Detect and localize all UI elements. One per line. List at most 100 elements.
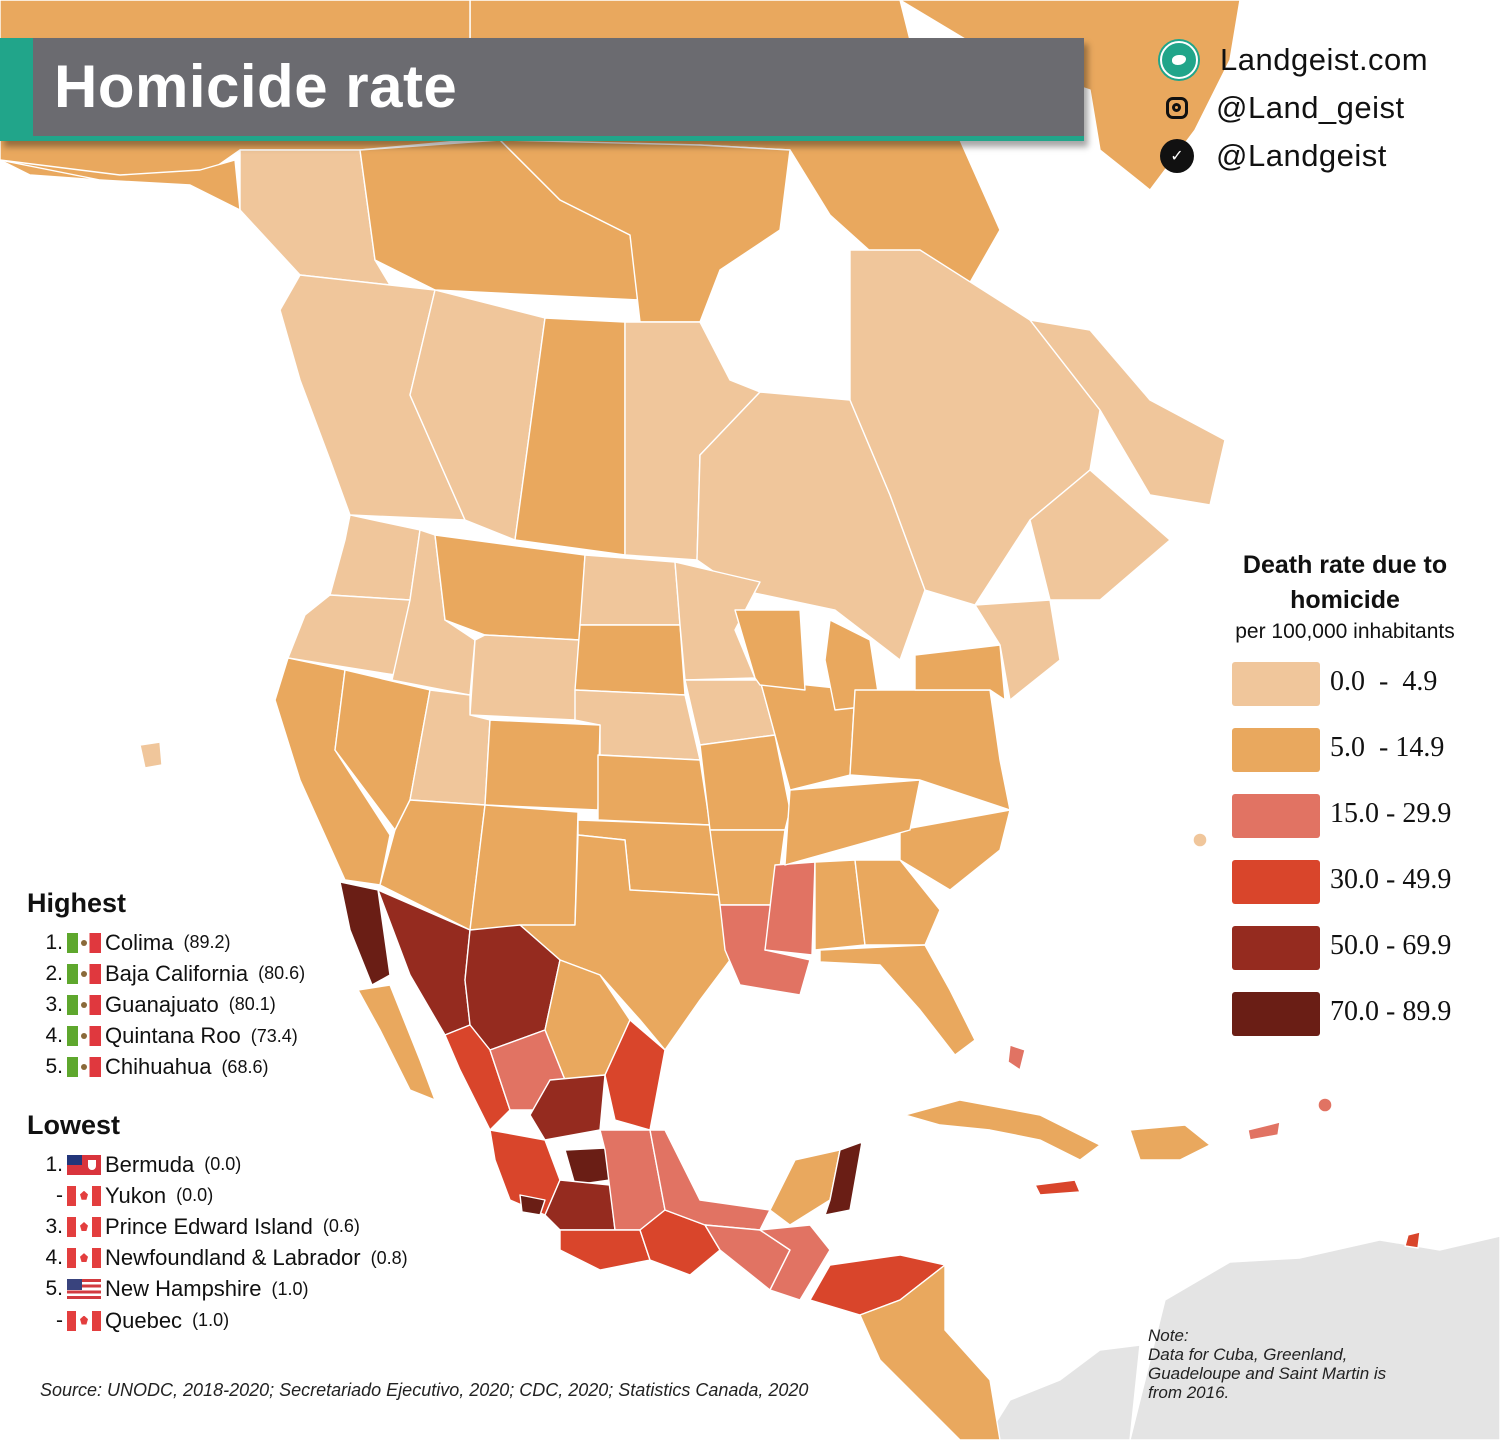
region-missouri xyxy=(699,734,791,831)
legend-bin-label: 30.0 - 49.9 xyxy=(1330,864,1452,895)
legend-bin-label: 5.0 - 14.9 xyxy=(1330,732,1445,763)
twitter-label: @Landgeist xyxy=(1216,138,1387,173)
region-iowa xyxy=(684,679,776,746)
rank-number: 1. xyxy=(45,930,63,954)
legend-swatch xyxy=(1232,794,1320,838)
bermuda-flag-icon xyxy=(67,1154,101,1175)
source-note: Source: UNODC, 2018-2020; Secretariado E… xyxy=(40,1380,809,1400)
region-british-columbia xyxy=(279,274,466,521)
highest-title: Highest xyxy=(27,888,127,918)
region-name: Quintana Roo xyxy=(105,1023,241,1049)
rank-number: 5. xyxy=(45,1055,63,1079)
ranking-row: - Yukon (0.0) xyxy=(27,1180,487,1211)
region-hispaniola xyxy=(1129,1124,1211,1161)
ranking-row: 3. Guanajuato (80.1) xyxy=(27,989,487,1020)
region-baja-california xyxy=(339,881,391,986)
social-instagram-row[interactable]: @Land_geist xyxy=(1160,84,1490,132)
instagram-icon xyxy=(1160,91,1194,125)
region-value: (0.0) xyxy=(204,1154,242,1175)
region-mississippi xyxy=(764,861,816,956)
region-quintana-roo xyxy=(824,1141,863,1216)
region-value: (0.0) xyxy=(176,1185,214,1206)
instagram-label: @Land_geist xyxy=(1216,90,1405,125)
rank-number: 4. xyxy=(45,1024,63,1048)
ranking-row: 1. Bermuda (0.0) xyxy=(27,1149,487,1180)
legend-bin: 5.0 - 14.9 xyxy=(1200,728,1490,794)
region-maritimes xyxy=(1029,469,1171,601)
legend-subtitle: per 100,000 inhabitants xyxy=(1235,620,1455,643)
canada-flag-icon xyxy=(67,1185,101,1206)
region-value: (73.4) xyxy=(250,1025,298,1046)
region-guerrero xyxy=(559,1229,651,1271)
region-arizona xyxy=(379,799,486,931)
social-twitter-row[interactable]: ✓ @Landgeist xyxy=(1160,132,1490,180)
globe-icon xyxy=(1160,41,1198,79)
colombia-land xyxy=(984,1344,1141,1440)
note-line: Data for Cuba, Greenland, xyxy=(1148,1345,1348,1364)
region-baja-california-sur xyxy=(357,984,436,1101)
region-guatemala xyxy=(759,1224,831,1301)
legend-bin: 15.0 - 29.9 xyxy=(1200,794,1490,860)
website-label: Landgeist.com xyxy=(1220,42,1429,77)
rank-number: 1. xyxy=(45,1152,63,1176)
title-banner: Homicide rate xyxy=(0,38,1084,141)
rank-number: 3. xyxy=(45,992,63,1016)
region-name: Baja California xyxy=(105,960,249,986)
map-legend: Death rate due to homicide per 100,000 i… xyxy=(1200,548,1490,1058)
region-newfoundland-labrador xyxy=(1029,319,1226,506)
title-accent-bar xyxy=(0,38,33,141)
ranking-row: 3. Prince Edward Island (0.6) xyxy=(27,1211,487,1242)
legend-bin: 0.0 - 4.9 xyxy=(1200,662,1490,728)
legend-swatch xyxy=(1232,926,1320,970)
canada-flag-icon xyxy=(67,1248,101,1269)
legend-bin: 70.0 - 89.9 xyxy=(1200,992,1490,1058)
region-name: Chihuahua xyxy=(105,1054,212,1080)
legend-swatch xyxy=(1232,728,1320,772)
ranking-row: 5. Chihuahua (68.6) xyxy=(27,1052,487,1083)
lowest-title: Lowest xyxy=(27,1110,121,1140)
region-tamaulipas xyxy=(604,1019,666,1131)
region-value: (89.2) xyxy=(183,932,231,953)
usa-flag-icon xyxy=(67,1279,101,1300)
region-value: (80.6) xyxy=(258,963,306,984)
region-nunavut xyxy=(499,139,791,323)
rank-number: 4. xyxy=(45,1246,63,1270)
region-value: (68.6) xyxy=(221,1056,269,1077)
canada-flag-icon xyxy=(67,1310,101,1331)
region-jamaica xyxy=(1034,1179,1081,1196)
rank-number: - xyxy=(56,1183,63,1207)
region-value: (1.0) xyxy=(192,1310,230,1331)
region-cuba xyxy=(904,1099,1101,1161)
region-st-martin xyxy=(1317,1097,1333,1113)
region-name: Bermuda xyxy=(105,1151,195,1177)
region-value: (0.6) xyxy=(322,1216,360,1237)
legend-swatch xyxy=(1232,662,1320,706)
social-website-row[interactable]: Landgeist.com xyxy=(1160,36,1490,84)
note-line: Guadeloupe and Saint Martin is xyxy=(1148,1364,1387,1383)
data-note: Note: Data for Cuba, Greenland, Guadelou… xyxy=(1148,1326,1488,1402)
region-veracruz-tabasco xyxy=(649,1129,771,1231)
legend-title-line2: homicide xyxy=(1290,586,1400,614)
note-heading: Note: xyxy=(1148,1326,1189,1345)
ranking-row: 5. New Hampshire (1.0) xyxy=(27,1274,487,1305)
social-links: Landgeist.com @Land_geist ✓ @Landgeist xyxy=(1160,36,1490,180)
ranking-row: 4. Quintana Roo (73.4) xyxy=(27,1021,487,1052)
region-pennsylvania-ny xyxy=(914,644,1006,701)
region-value: (80.1) xyxy=(228,994,276,1015)
region-name: Yukon xyxy=(105,1182,167,1208)
region-zacatecas xyxy=(529,1074,606,1141)
region-kansas xyxy=(597,754,711,826)
canada-flag-icon xyxy=(67,1216,101,1237)
region-georgia xyxy=(854,859,941,946)
region-colima xyxy=(519,1194,546,1216)
rank-number: 3. xyxy=(45,1214,63,1238)
note-line: from 2016. xyxy=(1148,1383,1230,1402)
mexico-flag-icon xyxy=(67,932,101,953)
legend-title-line1: Death rate due to xyxy=(1242,551,1448,579)
mexico-flag-icon xyxy=(67,1026,101,1047)
region-carolinas xyxy=(899,809,1011,891)
legend-bins: 0.0 - 4.9 5.0 - 14.9 15.0 - 29.9 30.0 - … xyxy=(1200,662,1490,1058)
mexico-flag-icon xyxy=(67,994,101,1015)
region-alaska xyxy=(0,159,241,211)
